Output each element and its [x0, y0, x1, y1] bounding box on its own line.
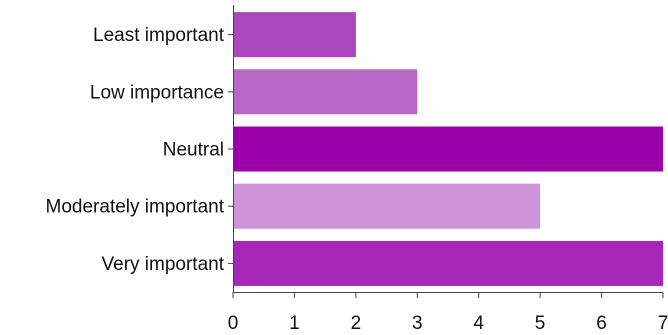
- category-label-moderately-important: Moderately important: [46, 197, 225, 218]
- category-label-least-important: Least important: [93, 25, 225, 46]
- bar-least-important: [234, 12, 356, 58]
- category-label-low-importance: Low importance: [90, 82, 224, 103]
- bar-neutral: [234, 126, 663, 172]
- x-tick-label: 6: [596, 313, 607, 334]
- axes: [228, 5, 664, 298]
- category-label-very-important: Very important: [102, 254, 225, 275]
- x-tick-label: 5: [535, 313, 546, 334]
- bar-very-important: [234, 240, 663, 286]
- x-tick-label: 0: [228, 313, 239, 334]
- bar-low-importance: [234, 69, 418, 115]
- x-tick-label: 7: [658, 313, 668, 334]
- x-tick-label: 4: [473, 313, 484, 334]
- bar-moderately-important: [234, 183, 541, 229]
- bar-group: [234, 12, 663, 286]
- category-label-neutral: Neutral: [163, 140, 224, 161]
- x-tick-label: 2: [351, 313, 362, 334]
- x-tick-label: 3: [412, 313, 423, 334]
- x-tick-labels: 0 1 2 3 4 5 6 7: [228, 313, 668, 334]
- category-labels: Least important Low importance Neutral Mode…: [46, 25, 225, 275]
- x-tick-label: 1: [289, 313, 300, 334]
